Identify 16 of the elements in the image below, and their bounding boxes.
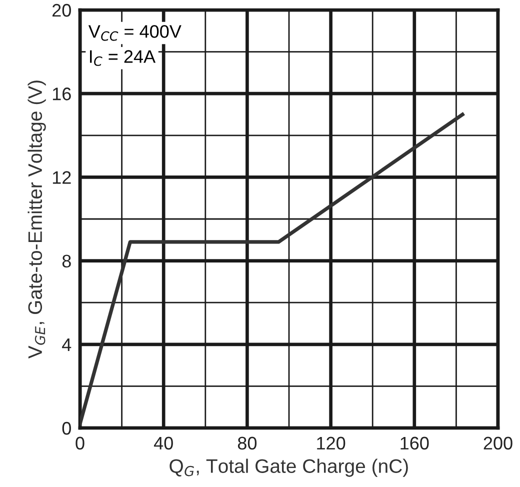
y-tick-label: 20 xyxy=(52,4,71,17)
y-tick-label: 4 xyxy=(62,338,72,351)
x-tick-label: 120 xyxy=(317,436,346,450)
x-tick-label: 80 xyxy=(238,436,257,450)
x-tick-label: 40 xyxy=(154,436,173,450)
y-axis-title: V$_{GE}$, Gate-to-Emitter Voltage (V) xyxy=(28,80,46,359)
y-tick-label: 0 xyxy=(62,422,71,435)
annotation: I$_{C}$ = 24A xyxy=(90,50,156,66)
x-tick-label: 160 xyxy=(400,436,429,450)
x-tick-label: 200 xyxy=(484,436,512,450)
x-axis-title: Q$_{G}$, Total Gate Charge (nC) xyxy=(170,458,408,477)
annotation: V$_{CC}$ = 400V xyxy=(88,25,182,41)
y-tick-label: 8 xyxy=(62,254,71,268)
y-tick-label: 16 xyxy=(52,88,71,100)
x-tick-label: 0 xyxy=(76,436,84,450)
y-tick-label: 12 xyxy=(52,171,71,184)
